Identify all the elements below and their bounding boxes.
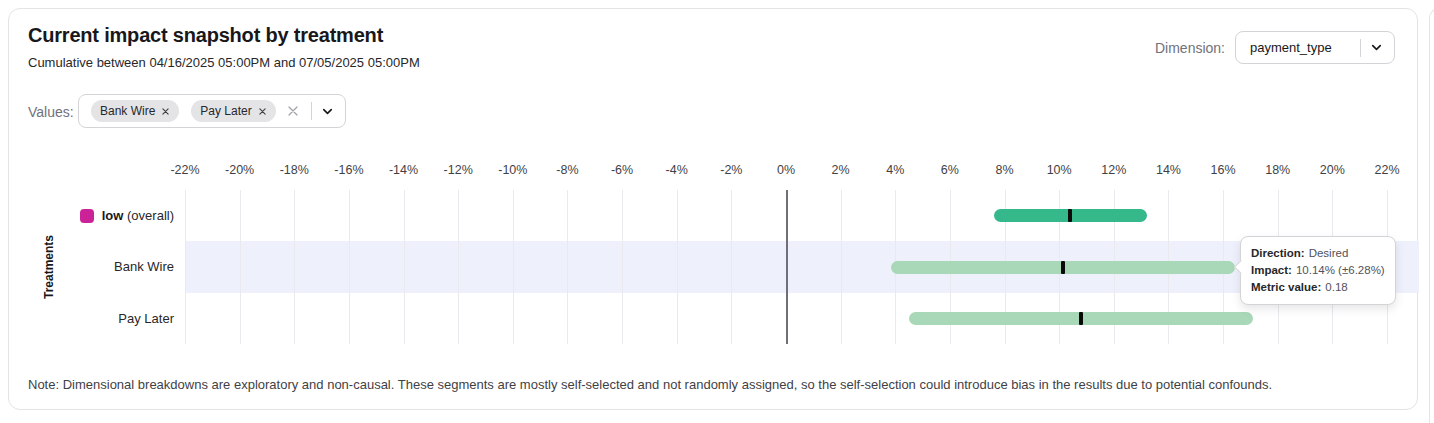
impact-point-marker: [1079, 312, 1083, 325]
bar-tooltip: Direction: Desired Impact: 10.14% (±6.28%)…: [1240, 236, 1396, 305]
gridline: [240, 190, 241, 344]
tooltip-metric-line: Metric value: 0.18: [1251, 279, 1385, 296]
impact-point-marker: [1061, 261, 1065, 274]
remove-chip-icon[interactable]: [161, 107, 170, 116]
impact-point-marker: [1068, 209, 1072, 222]
x-axis-tick-label: -12%: [428, 163, 488, 177]
x-axis-tick-label: 22%: [1357, 163, 1417, 177]
clear-values-icon[interactable]: [285, 103, 301, 119]
dimension-select[interactable]: payment_type: [1235, 31, 1395, 64]
x-axis-tick-label: 2%: [811, 163, 871, 177]
value-chip-label: Pay Later: [200, 104, 251, 118]
gridline: [513, 190, 514, 344]
tooltip-direction-label: Direction:: [1251, 247, 1305, 259]
page-title: Current impact snapshot by treatment: [28, 24, 383, 47]
row-label: Bank Wire: [0, 241, 174, 292]
divider: [1360, 39, 1361, 57]
tooltip-direction-value: Desired: [1309, 247, 1349, 259]
tooltip-metric-label: Metric value:: [1251, 281, 1321, 293]
row-label-text: Bank Wire: [114, 259, 174, 274]
x-axis-tick-label: -18%: [264, 163, 324, 177]
chevron-down-icon: [320, 104, 335, 119]
dimension-selected-value: payment_type: [1250, 40, 1352, 55]
gridline: [731, 190, 732, 344]
gridline: [622, 190, 623, 344]
row-label-text: (overall): [123, 208, 174, 223]
tooltip-impact-label: Impact:: [1251, 264, 1292, 276]
adjacent-card-edge: [1429, 8, 1434, 423]
x-axis-tick-label: 10%: [1029, 163, 1089, 177]
tooltip-direction-line: Direction: Desired: [1251, 245, 1385, 262]
x-axis-tick-label: 18%: [1248, 163, 1308, 177]
x-axis-tick-label: 12%: [1084, 163, 1144, 177]
x-axis-tick-label: -8%: [537, 163, 597, 177]
gridline: [567, 190, 568, 344]
x-axis-tick-label: -16%: [319, 163, 379, 177]
x-axis-tick-label: 0%: [756, 163, 816, 177]
x-axis-tick-label: -2%: [701, 163, 761, 177]
chevron-down-icon: [1369, 40, 1384, 55]
x-axis-tick-label: -20%: [210, 163, 270, 177]
row-label: low (overall): [0, 190, 174, 241]
x-axis-tick-label: 4%: [865, 163, 925, 177]
row-label-text: Pay Later: [118, 311, 174, 326]
zero-axis-line: [786, 190, 788, 344]
subtitle-date-range: Cumulative between 04/16/2025 05:00PM an…: [28, 55, 420, 70]
tooltip-impact-value: 10.14% (±6.28%): [1296, 264, 1385, 276]
dimension-label: Dimension:: [1155, 40, 1225, 56]
x-axis-tick-label: 6%: [920, 163, 980, 177]
value-chip-label: Bank Wire: [100, 104, 155, 118]
x-axis-tick-label: 14%: [1138, 163, 1198, 177]
tooltip-metric-value: 0.18: [1325, 281, 1347, 293]
values-label: Values:: [28, 104, 74, 120]
x-axis-tick-label: -14%: [374, 163, 434, 177]
row-label: Pay Later: [0, 293, 174, 344]
x-axis-tick-label: -22%: [155, 163, 215, 177]
x-axis-tick-label: -6%: [592, 163, 652, 177]
values-multiselect[interactable]: Bank Wire Pay Later: [78, 94, 346, 128]
remove-chip-icon[interactable]: [258, 107, 267, 116]
gridline: [185, 190, 186, 344]
gridline: [404, 190, 405, 344]
page: Current impact snapshot by treatment Cum…: [0, 0, 1434, 423]
x-axis-tick-label: -10%: [483, 163, 543, 177]
gridline: [349, 190, 350, 344]
value-chip[interactable]: Pay Later: [191, 100, 275, 122]
gridline: [458, 190, 459, 344]
legend-swatch: [80, 209, 94, 223]
x-axis-tick-label: 8%: [975, 163, 1035, 177]
x-axis-tick-label: 16%: [1193, 163, 1253, 177]
gridline: [841, 190, 842, 344]
value-chip[interactable]: Bank Wire: [91, 100, 179, 122]
row-label-text: low: [102, 208, 124, 223]
gridline: [677, 190, 678, 344]
divider: [311, 102, 312, 120]
x-axis-tick-label: -4%: [647, 163, 707, 177]
x-axis-tick-label: 20%: [1302, 163, 1362, 177]
gridline: [294, 190, 295, 344]
tooltip-impact-line: Impact: 10.14% (±6.28%): [1251, 262, 1385, 279]
note-text: Note: Dimensional breakdowns are explora…: [28, 377, 1272, 392]
chip-list: Bank Wire Pay Later: [91, 100, 285, 122]
